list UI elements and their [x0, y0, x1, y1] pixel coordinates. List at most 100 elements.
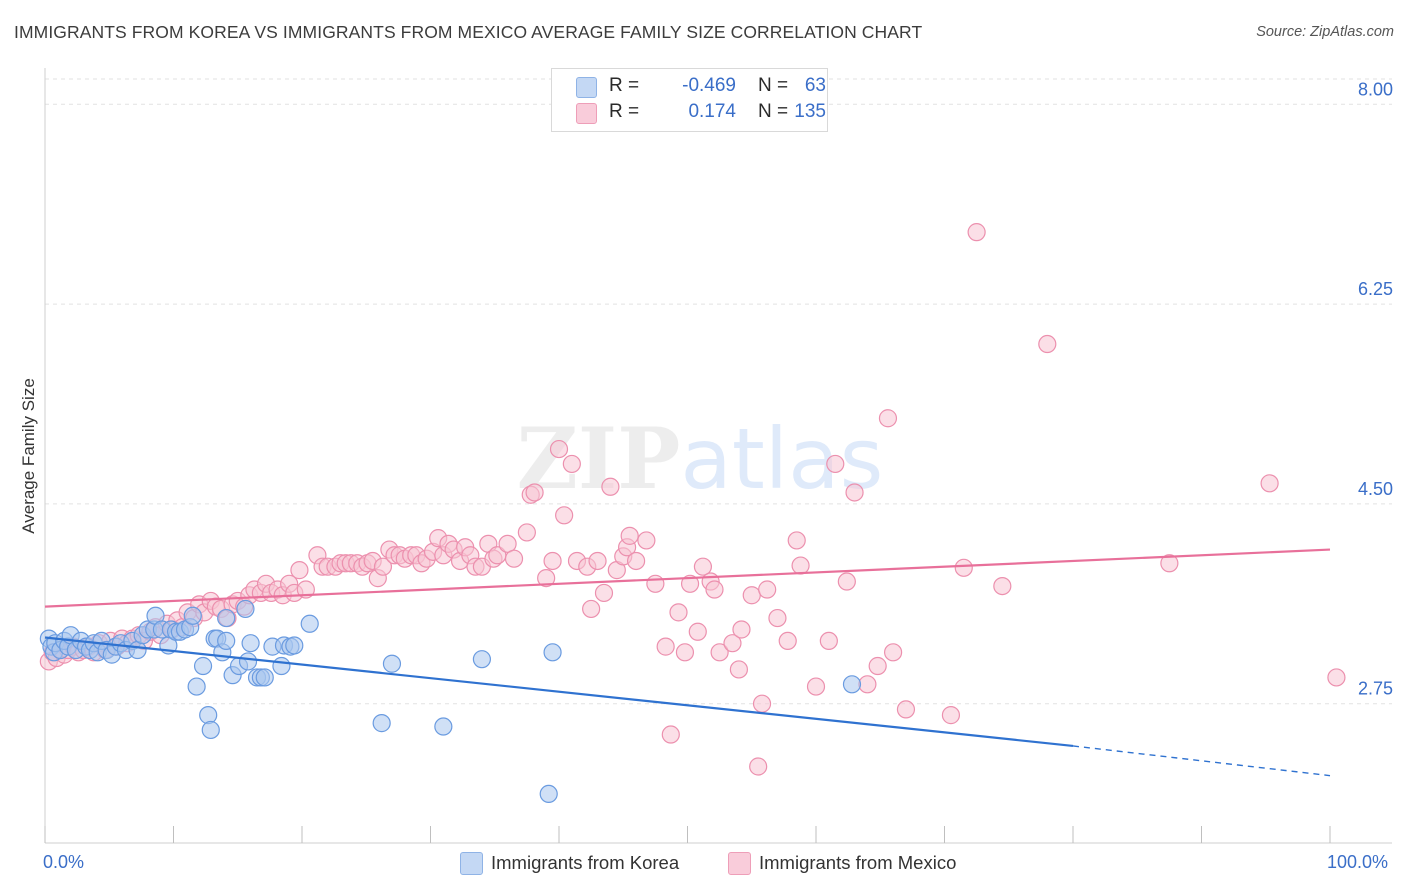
mexico-point: [826, 454, 845, 474]
korea-point: [842, 675, 862, 694]
watermark-zip: ZIP: [517, 409, 681, 508]
mexico-point: [768, 608, 787, 628]
mexico-point: [787, 531, 806, 550]
mexico-point: [517, 523, 536, 542]
source-label: Source: ZipAtlas.com: [1256, 24, 1394, 40]
mexico-swatch: [728, 852, 751, 875]
mexico-point: [562, 454, 581, 474]
mexico-point: [778, 631, 797, 651]
korea-swatch: [460, 852, 483, 875]
mexico-point: [601, 477, 620, 496]
watermark: ZIPatlas: [517, 409, 884, 508]
mexico-point: [806, 677, 826, 696]
mexico-point: [525, 483, 544, 502]
r-label: R =: [609, 75, 640, 96]
mexico-point: [537, 569, 556, 588]
y-tick-label: 4.50: [1358, 479, 1393, 499]
x-tick-label-min: 0.0%: [43, 852, 85, 872]
mexico-point: [752, 694, 772, 713]
mexico-point: [543, 551, 562, 571]
legend-label: Immigrants from Mexico: [759, 852, 957, 873]
y-tick-label: 2.75: [1358, 679, 1393, 699]
y-tick-label: 8.00: [1358, 79, 1393, 99]
mexico-point: [661, 725, 680, 744]
mexico-point: [883, 643, 903, 662]
mexico-point: [290, 561, 309, 580]
r-value: -0.469: [682, 75, 736, 96]
mexico-point: [878, 409, 898, 428]
korea-point: [217, 608, 236, 628]
n-label: N =: [758, 75, 789, 96]
legend-label: Immigrants from Korea: [491, 852, 680, 873]
korea-point: [199, 706, 218, 725]
korea-point: [193, 656, 213, 676]
mexico-point: [620, 526, 639, 545]
korea-swatch: [576, 77, 597, 98]
korea-point: [472, 650, 491, 669]
korea-point: [539, 784, 558, 804]
n-label: N =: [758, 101, 789, 122]
mexico-point: [675, 643, 695, 662]
mexico-point: [758, 580, 777, 599]
korea-point: [285, 636, 304, 655]
mexico-point: [669, 603, 688, 622]
y-tick-labels: 2.75 4.50 6.25 8.00: [1358, 79, 1393, 698]
mexico-point: [626, 551, 646, 571]
mexico-point: [637, 531, 656, 550]
mexico-point: [1260, 474, 1279, 493]
korea-trend-extension: [1072, 745, 1331, 777]
mexico-trend-line: [44, 548, 1331, 608]
korea-point: [183, 606, 202, 625]
korea-trend-line: [44, 636, 1074, 748]
chart-title: IMMIGRANTS FROM KOREA VS IMMIGRANTS FROM…: [14, 22, 923, 42]
mexico-point: [819, 631, 838, 651]
mexico-point: [710, 643, 729, 662]
mexico-point: [1160, 554, 1179, 573]
mexico-point: [656, 637, 675, 656]
korea-point: [382, 654, 402, 673]
korea-point: [434, 717, 453, 736]
mexico-point: [868, 656, 887, 676]
mexico-point: [967, 223, 986, 242]
mexico-point: [1327, 668, 1346, 687]
mexico-point: [845, 483, 864, 502]
mexico-point: [504, 549, 524, 568]
mexico-point: [373, 557, 393, 576]
mexico-point: [742, 586, 761, 605]
axes: [44, 68, 1392, 844]
mexico-point: [555, 506, 574, 525]
korea-point: [543, 643, 562, 662]
mexico-point: [705, 580, 724, 599]
korea-points: [39, 599, 862, 804]
mexico-point: [749, 757, 768, 776]
korea-point: [255, 668, 274, 687]
x-tick-label-max: 100.0%: [1327, 852, 1389, 872]
mexico-point: [729, 660, 749, 679]
mexico-point: [646, 574, 665, 593]
r-value: 0.174: [688, 101, 736, 122]
mexico-point: [954, 558, 973, 577]
korea-point: [241, 634, 260, 653]
mexico-point: [723, 634, 742, 653]
mexico-point: [896, 700, 916, 719]
mexico-point: [588, 551, 607, 571]
mexico-point: [594, 583, 614, 603]
mexico-point: [582, 599, 601, 619]
mexico-point: [688, 622, 707, 641]
mexico-point: [732, 620, 751, 639]
y-tick-label: 6.25: [1358, 279, 1393, 299]
mexico-point: [837, 572, 856, 591]
r-label: R =: [609, 101, 640, 122]
mexico-point: [941, 706, 961, 725]
mexico-point: [693, 557, 713, 576]
korea-point: [300, 614, 319, 633]
korea-point: [201, 720, 220, 740]
korea-point: [272, 656, 291, 676]
n-value: 135: [794, 101, 826, 122]
n-value: 63: [804, 75, 826, 96]
korea-point: [238, 652, 258, 671]
korea-point: [236, 599, 255, 619]
mexico-swatch: [576, 103, 597, 124]
mexico-point: [1038, 334, 1057, 354]
